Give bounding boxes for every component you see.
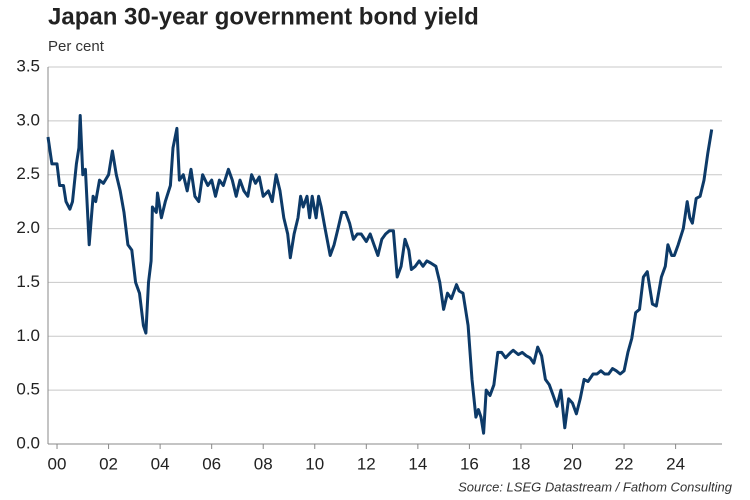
x-tick-label: 16 — [460, 454, 479, 473]
y-tick-label: 1.5 — [16, 272, 40, 291]
x-tick-label: 10 — [305, 454, 324, 473]
y-tick-label: 1.0 — [16, 326, 40, 345]
x-tick-label: 20 — [563, 454, 582, 473]
y-tick-label: 2.0 — [16, 218, 40, 237]
chart-title: Japan 30-year government bond yield — [48, 3, 479, 30]
x-tick-label: 22 — [615, 454, 634, 473]
x-tick-label: 06 — [202, 454, 221, 473]
x-tick-label: 04 — [151, 454, 170, 473]
x-tick-label: 24 — [666, 454, 685, 473]
y-tick-label: 3.0 — [16, 110, 40, 129]
y-tick-label: 0.0 — [16, 433, 40, 452]
x-tick-label: 14 — [408, 454, 427, 473]
data-line — [46, 114, 714, 435]
x-tick-label: 00 — [48, 454, 67, 473]
x-tick-label: 08 — [254, 454, 273, 473]
y-tick-label: 0.5 — [16, 380, 40, 399]
y-tick-label: 3.5 — [16, 56, 40, 75]
y-tick-label: 2.5 — [16, 164, 40, 183]
x-tick-label: 18 — [511, 454, 530, 473]
x-tick-label: 02 — [99, 454, 118, 473]
chart-subtitle: Per cent — [48, 38, 105, 55]
source-note: Source: LSEG Datastream / Fathom Consult… — [458, 479, 733, 494]
x-tick-label: 12 — [357, 454, 376, 473]
